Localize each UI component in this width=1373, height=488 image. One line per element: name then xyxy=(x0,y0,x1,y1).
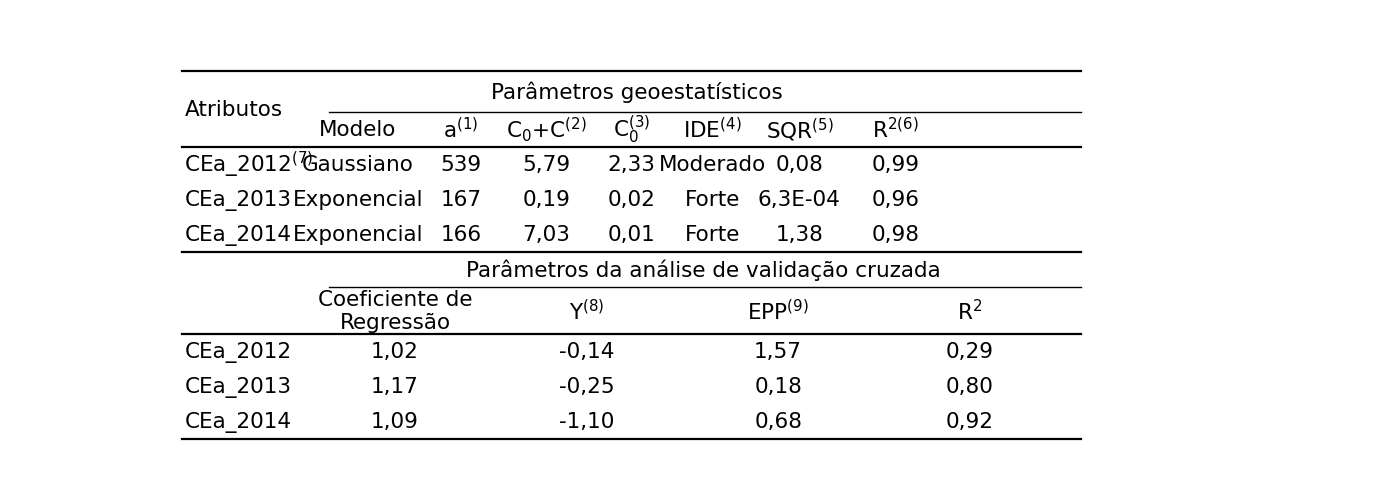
Text: 0,18: 0,18 xyxy=(754,376,802,396)
Text: Atributos: Atributos xyxy=(184,100,283,120)
Text: 2,33: 2,33 xyxy=(607,155,655,175)
Text: CEa_2012: CEa_2012 xyxy=(184,341,291,362)
Text: 0,99: 0,99 xyxy=(872,155,919,175)
Text: 5,79: 5,79 xyxy=(522,155,570,175)
Text: 7,03: 7,03 xyxy=(522,224,570,244)
Text: 1,57: 1,57 xyxy=(754,342,802,362)
Text: Forte: Forte xyxy=(685,190,740,210)
Text: 0,02: 0,02 xyxy=(607,190,655,210)
Text: Moderado: Moderado xyxy=(659,155,766,175)
Text: Parâmetros da análise de validação cruzada: Parâmetros da análise de validação cruza… xyxy=(467,259,941,280)
Text: CEa_2014: CEa_2014 xyxy=(184,411,291,432)
Text: a$^{(1)}$: a$^{(1)}$ xyxy=(443,117,479,142)
Text: 0,92: 0,92 xyxy=(946,411,994,431)
Text: R$^2$: R$^2$ xyxy=(957,298,982,323)
Text: 0,96: 0,96 xyxy=(872,190,919,210)
Text: 1,38: 1,38 xyxy=(776,224,824,244)
Text: Coeficiente de
Regressão: Coeficiente de Regressão xyxy=(317,289,472,332)
Text: 0,08: 0,08 xyxy=(776,155,824,175)
Text: C$_0^{(3)}$: C$_0^{(3)}$ xyxy=(612,113,649,146)
Text: SQR$^{(5)}$: SQR$^{(5)}$ xyxy=(766,116,833,143)
Text: Exponencial: Exponencial xyxy=(292,190,423,210)
Text: -1,10: -1,10 xyxy=(559,411,614,431)
Text: EPP$^{(9)}$: EPP$^{(9)}$ xyxy=(747,298,809,323)
Text: Modelo: Modelo xyxy=(319,120,397,140)
Text: 6,3E-04: 6,3E-04 xyxy=(758,190,840,210)
Text: -0,14: -0,14 xyxy=(559,342,614,362)
Text: IDE$^{(4)}$: IDE$^{(4)}$ xyxy=(682,117,741,142)
Text: CEa_2014: CEa_2014 xyxy=(184,224,291,245)
Text: -0,25: -0,25 xyxy=(559,376,615,396)
Text: 166: 166 xyxy=(441,224,482,244)
Text: 1,02: 1,02 xyxy=(371,342,419,362)
Text: 0,98: 0,98 xyxy=(872,224,919,244)
Text: 0,80: 0,80 xyxy=(946,376,994,396)
Text: 0,01: 0,01 xyxy=(607,224,655,244)
Text: 0,29: 0,29 xyxy=(946,342,994,362)
Text: Exponencial: Exponencial xyxy=(292,224,423,244)
Text: C$_0$+C$^{(2)}$: C$_0$+C$^{(2)}$ xyxy=(505,115,586,144)
Text: Y$^{(8)}$: Y$^{(8)}$ xyxy=(568,298,604,323)
Text: Parâmetros geoestatísticos: Parâmetros geoestatísticos xyxy=(492,81,783,103)
Text: Forte: Forte xyxy=(685,224,740,244)
Text: R$^{2(6)}$: R$^{2(6)}$ xyxy=(872,117,919,142)
Text: CEa_2013: CEa_2013 xyxy=(184,189,291,210)
Text: 167: 167 xyxy=(441,190,482,210)
Text: CEa_2013: CEa_2013 xyxy=(184,376,291,397)
Text: 0,19: 0,19 xyxy=(522,190,570,210)
Text: 1,09: 1,09 xyxy=(371,411,419,431)
Text: 539: 539 xyxy=(441,155,482,175)
Text: CEa_2012$^{(7)}$: CEa_2012$^{(7)}$ xyxy=(184,150,314,180)
Text: 1,17: 1,17 xyxy=(371,376,419,396)
Text: 0,68: 0,68 xyxy=(754,411,802,431)
Text: Gaussiano: Gaussiano xyxy=(302,155,413,175)
